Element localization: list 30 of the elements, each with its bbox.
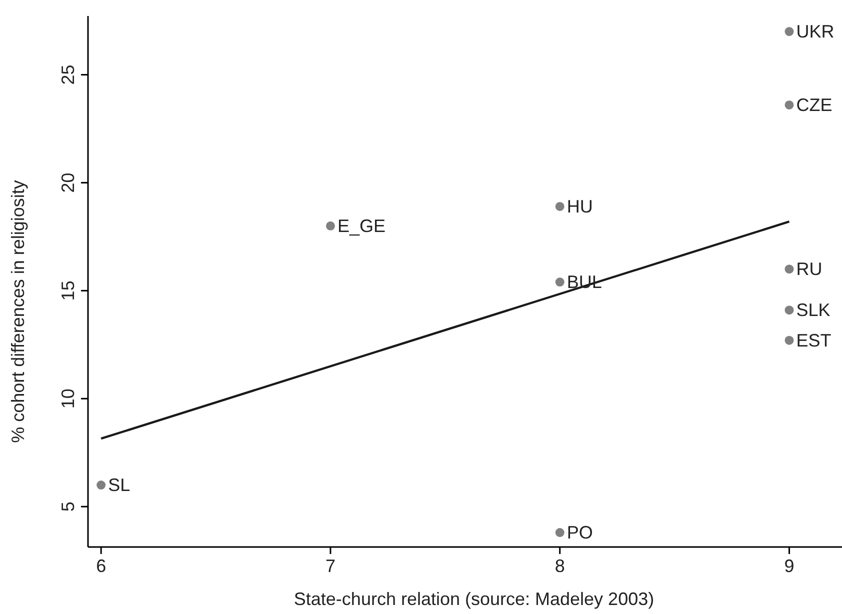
y-axis-title: % cohort differences in religiosity	[8, 180, 28, 443]
x-tick-label: 8	[554, 556, 565, 576]
point	[784, 264, 794, 274]
point	[555, 528, 564, 538]
y-tick-label: 15	[58, 280, 78, 301]
y-tick-label: 25	[58, 64, 78, 85]
annotation: PO	[566, 522, 593, 543]
point	[784, 306, 794, 315]
point	[96, 480, 106, 490]
y-tick-label: 5	[58, 502, 78, 512]
point	[784, 336, 794, 345]
x-tick-label: 9	[784, 556, 794, 576]
annotation: SL	[108, 475, 130, 496]
y-tick-label: 20	[58, 172, 78, 193]
point	[555, 202, 564, 211]
annotation: SLK	[796, 300, 830, 320]
point	[555, 278, 564, 287]
annotation: HU	[566, 196, 593, 216]
x-tick-label: 6	[96, 556, 106, 576]
point	[784, 27, 794, 36]
annotation: E_GE	[337, 216, 386, 236]
point	[784, 100, 794, 110]
y-tick-label: 10	[58, 388, 78, 409]
point	[326, 221, 335, 230]
x-tick-label: 7	[325, 556, 336, 576]
annotation: CZE	[796, 94, 832, 115]
annotation: UKR	[796, 22, 834, 42]
x-axis-title: State-church relation (source: Madeley 2003)	[294, 589, 654, 609]
annotation: RU	[796, 259, 822, 280]
annotation: EST	[796, 330, 832, 350]
